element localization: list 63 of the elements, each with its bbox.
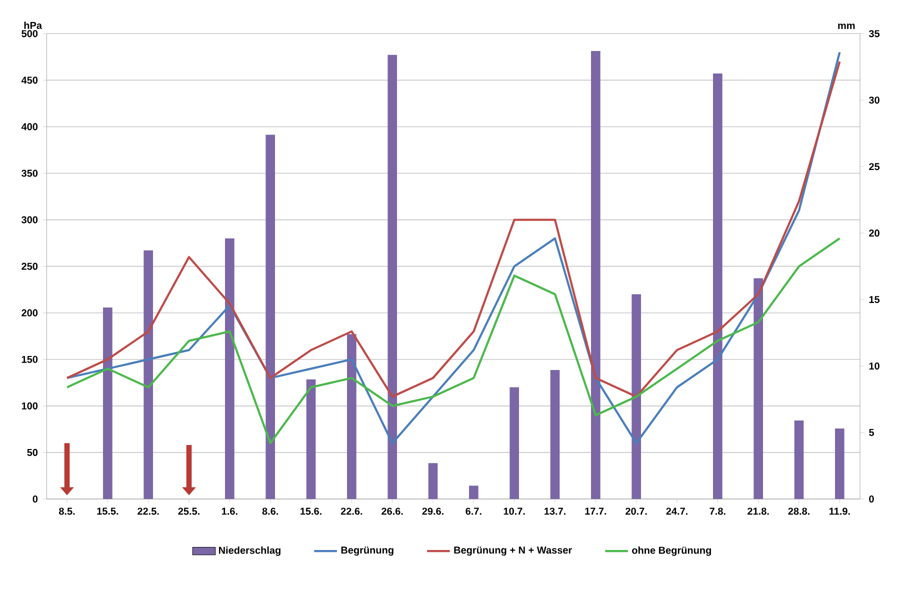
bar (225, 238, 234, 499)
bar (306, 379, 316, 499)
bar (550, 370, 560, 499)
bar (428, 463, 438, 499)
y-tick-label: 300 (22, 216, 38, 224)
x-tick-label: 20.7. (626, 508, 647, 515)
y2-tick-label: 0 (869, 495, 874, 503)
line-series (66, 237, 841, 444)
bar (835, 428, 844, 499)
legend-label: ohne Begrünung (632, 546, 711, 556)
bar (754, 278, 764, 499)
bar (347, 334, 356, 499)
bar (713, 74, 722, 499)
legend-label: Begrünung (341, 546, 394, 556)
x-tick-label: 17.7. (585, 508, 606, 515)
y-tick-label: 250 (22, 262, 38, 270)
bar (103, 308, 112, 499)
y2-tick-label: 30 (868, 96, 880, 104)
bar (388, 54, 398, 499)
x-tick-label: 8.5. (58, 508, 75, 515)
x-tick-label: 28.8. (788, 508, 810, 515)
x-tick-label: 22.5. (138, 508, 159, 515)
x-tick-label: 10.7. (504, 508, 525, 515)
y-axis-title: hPa (24, 22, 42, 29)
bar (632, 294, 642, 499)
x-tick-label: 21.8. (748, 508, 769, 515)
y2-axis-title: mm (838, 24, 855, 29)
y2-tick-label: 15 (869, 296, 880, 304)
y2-tick-label: 10 (869, 362, 880, 370)
bar (591, 50, 600, 499)
y-tick-label: 0 (32, 495, 38, 503)
y-tick-label: 50 (27, 448, 38, 456)
y2-tick-label: 5 (869, 429, 874, 436)
x-tick-label: 15.6. (300, 508, 322, 515)
x-tick-label: 25.5. (178, 508, 200, 515)
x-tick-label: 1.6. (222, 508, 238, 515)
y-tick-label: 500 (22, 30, 38, 38)
legend-label: Begrünung + N + Wasser (454, 546, 572, 556)
x-tick-label: 26.6. (382, 508, 403, 515)
x-tick-label: 15.5. (97, 508, 118, 515)
bar (794, 420, 804, 499)
x-tick-label: 6.7. (466, 508, 482, 515)
x-tick-label: 7.8. (710, 508, 726, 515)
bar (510, 387, 520, 499)
x-tick-label: 22.6. (340, 508, 362, 515)
x-tick-label: 24.7. (666, 508, 688, 515)
y2-tick-label: 25 (869, 163, 880, 170)
y-tick-label: 150 (22, 356, 38, 363)
y2-tick-label: 20 (869, 230, 880, 237)
x-tick-label: 11.9. (829, 508, 850, 515)
y-tick-label: 200 (22, 309, 38, 316)
bar (469, 486, 478, 499)
y2-tick-label: 35 (868, 30, 880, 38)
y-tick-label: 100 (22, 402, 38, 410)
y-tick-label: 400 (21, 123, 38, 130)
legend-label: Niederschlag (218, 546, 280, 556)
x-tick-label: 29.6. (422, 508, 444, 515)
bar (144, 250, 154, 499)
x-tick-label: 13.7. (544, 508, 566, 515)
y-tick-label: 450 (21, 76, 38, 84)
x-tick-label: 8.6. (262, 508, 278, 515)
y-tick-label: 350 (22, 170, 38, 177)
bar (266, 134, 276, 499)
